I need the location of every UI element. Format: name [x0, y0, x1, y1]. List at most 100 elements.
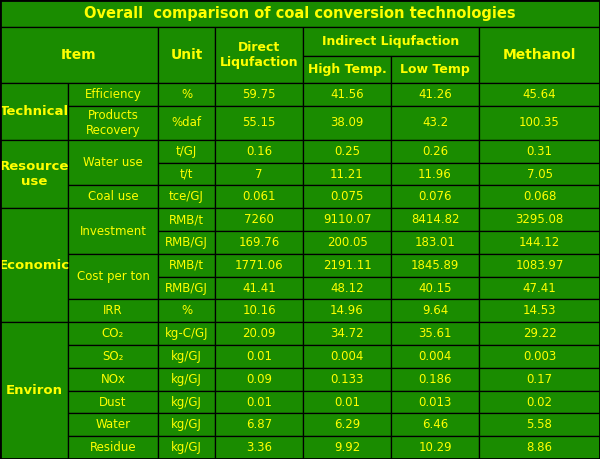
- Text: 2191.11: 2191.11: [323, 259, 371, 272]
- Text: Investment: Investment: [79, 224, 146, 238]
- Bar: [215, 391, 303, 414]
- Bar: [479, 208, 600, 231]
- Bar: [479, 254, 600, 277]
- Bar: [479, 140, 600, 162]
- Text: 6.46: 6.46: [422, 418, 448, 431]
- Text: %: %: [181, 304, 192, 317]
- Text: 0.01: 0.01: [246, 350, 272, 363]
- Bar: [391, 391, 479, 414]
- Text: Water use: Water use: [83, 156, 143, 169]
- Bar: [158, 391, 215, 414]
- Bar: [215, 299, 303, 322]
- Text: RMB/GJ: RMB/GJ: [165, 236, 208, 249]
- Text: RMB/t: RMB/t: [169, 259, 204, 272]
- Text: 9110.07: 9110.07: [323, 213, 371, 226]
- Bar: [158, 368, 215, 391]
- Text: 41.41: 41.41: [242, 281, 276, 295]
- Text: 0.01: 0.01: [246, 396, 272, 409]
- Text: 0.004: 0.004: [331, 350, 364, 363]
- Bar: [68, 83, 158, 106]
- Text: Products
Recovery: Products Recovery: [86, 109, 140, 137]
- Text: 41.26: 41.26: [418, 88, 452, 101]
- Text: tce/GJ: tce/GJ: [169, 190, 204, 203]
- Text: 0.09: 0.09: [246, 373, 272, 386]
- Text: 10.29: 10.29: [418, 441, 452, 454]
- Text: 0.004: 0.004: [418, 350, 452, 363]
- Text: 0.16: 0.16: [246, 145, 272, 158]
- Text: 43.2: 43.2: [422, 116, 448, 129]
- Text: SO₂: SO₂: [103, 350, 124, 363]
- Bar: [158, 299, 215, 322]
- Text: 169.76: 169.76: [238, 236, 280, 249]
- Bar: [158, 277, 215, 299]
- Text: 0.061: 0.061: [242, 190, 276, 203]
- Text: 1771.06: 1771.06: [235, 259, 283, 272]
- Bar: [68, 436, 158, 459]
- Text: Cost per ton: Cost per ton: [77, 270, 149, 283]
- Bar: [158, 231, 215, 254]
- Bar: [215, 414, 303, 436]
- Text: 0.02: 0.02: [527, 396, 553, 409]
- Text: Direct
Liqufaction: Direct Liqufaction: [220, 41, 298, 69]
- Bar: [215, 27, 303, 83]
- Text: 6.29: 6.29: [334, 418, 360, 431]
- Bar: [68, 185, 158, 208]
- Bar: [158, 106, 215, 140]
- Text: RMB/t: RMB/t: [169, 213, 204, 226]
- Bar: [0, 322, 68, 459]
- Text: Coal use: Coal use: [88, 190, 139, 203]
- Text: 29.22: 29.22: [523, 327, 556, 340]
- Text: 0.068: 0.068: [523, 190, 556, 203]
- Text: kg/GJ: kg/GJ: [171, 418, 202, 431]
- Text: 0.076: 0.076: [418, 190, 452, 203]
- Bar: [158, 162, 215, 185]
- Bar: [303, 83, 391, 106]
- Bar: [158, 27, 215, 83]
- Text: 100.35: 100.35: [519, 116, 560, 129]
- Text: 7.05: 7.05: [527, 168, 553, 180]
- Bar: [479, 106, 600, 140]
- Bar: [303, 391, 391, 414]
- Bar: [215, 185, 303, 208]
- Text: 11.96: 11.96: [418, 168, 452, 180]
- Text: 8414.82: 8414.82: [411, 213, 459, 226]
- Text: 38.09: 38.09: [331, 116, 364, 129]
- Bar: [391, 231, 479, 254]
- Text: kg/GJ: kg/GJ: [171, 396, 202, 409]
- Bar: [479, 414, 600, 436]
- Text: Economic: Economic: [0, 259, 70, 272]
- Bar: [479, 27, 600, 83]
- Text: 34.72: 34.72: [330, 327, 364, 340]
- Bar: [215, 162, 303, 185]
- Bar: [391, 140, 479, 162]
- Bar: [303, 27, 479, 56]
- Text: CO₂: CO₂: [102, 327, 124, 340]
- Text: 0.01: 0.01: [334, 396, 360, 409]
- Bar: [391, 277, 479, 299]
- Text: kg/GJ: kg/GJ: [171, 350, 202, 363]
- Bar: [479, 322, 600, 345]
- Text: kg/GJ: kg/GJ: [171, 373, 202, 386]
- Bar: [0, 83, 68, 140]
- Bar: [391, 414, 479, 436]
- Text: 0.133: 0.133: [331, 373, 364, 386]
- Bar: [0, 0, 600, 27]
- Text: 9.64: 9.64: [422, 304, 448, 317]
- Bar: [479, 185, 600, 208]
- Text: 14.53: 14.53: [523, 304, 556, 317]
- Bar: [479, 345, 600, 368]
- Bar: [215, 231, 303, 254]
- Bar: [158, 140, 215, 162]
- Bar: [391, 208, 479, 231]
- Text: 11.21: 11.21: [330, 168, 364, 180]
- Bar: [68, 391, 158, 414]
- Bar: [68, 208, 158, 254]
- Text: Efficiency: Efficiency: [85, 88, 142, 101]
- Text: Technical: Technical: [0, 105, 68, 118]
- Text: 7: 7: [255, 168, 263, 180]
- Text: t/GJ: t/GJ: [176, 145, 197, 158]
- Bar: [215, 436, 303, 459]
- Text: Resource
use: Resource use: [0, 160, 68, 188]
- Bar: [479, 83, 600, 106]
- Bar: [479, 391, 600, 414]
